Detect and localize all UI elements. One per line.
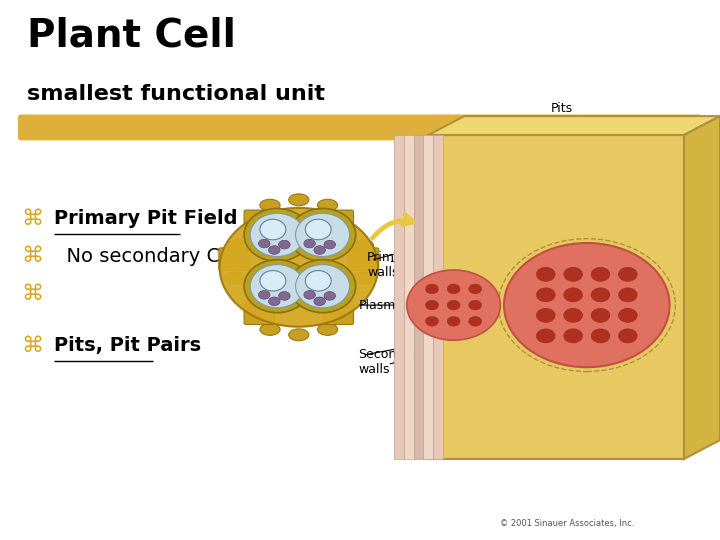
Circle shape — [447, 316, 460, 326]
Circle shape — [504, 243, 670, 367]
Circle shape — [426, 284, 438, 294]
Ellipse shape — [289, 260, 356, 313]
Ellipse shape — [224, 272, 244, 284]
FancyBboxPatch shape — [323, 210, 354, 233]
Circle shape — [447, 300, 460, 310]
FancyBboxPatch shape — [244, 210, 274, 233]
Text: No secondary CW: No secondary CW — [54, 247, 239, 266]
FancyBboxPatch shape — [414, 135, 424, 459]
Circle shape — [469, 300, 482, 310]
Circle shape — [618, 308, 637, 322]
Ellipse shape — [244, 260, 310, 313]
Circle shape — [564, 288, 582, 302]
Circle shape — [279, 240, 290, 249]
Text: Plasmodesmata: Plasmodesmata — [359, 299, 459, 312]
Text: ⌘: ⌘ — [22, 246, 44, 267]
Circle shape — [536, 288, 555, 302]
FancyArrowPatch shape — [372, 214, 413, 238]
Circle shape — [304, 239, 315, 248]
Text: ⌘: ⌘ — [22, 284, 44, 305]
Circle shape — [536, 267, 555, 281]
Ellipse shape — [260, 323, 280, 335]
Polygon shape — [428, 116, 720, 135]
Ellipse shape — [260, 271, 286, 291]
Text: Plant Cell: Plant Cell — [27, 16, 236, 54]
Circle shape — [314, 297, 325, 306]
Circle shape — [564, 308, 582, 322]
Ellipse shape — [318, 199, 338, 211]
Circle shape — [324, 240, 336, 249]
Ellipse shape — [305, 219, 331, 240]
Ellipse shape — [296, 213, 350, 256]
Ellipse shape — [354, 240, 374, 252]
Circle shape — [314, 246, 325, 254]
Circle shape — [618, 267, 637, 281]
Ellipse shape — [318, 323, 338, 335]
Circle shape — [564, 267, 582, 281]
Ellipse shape — [251, 265, 304, 308]
Circle shape — [426, 316, 438, 326]
Ellipse shape — [260, 199, 280, 211]
FancyBboxPatch shape — [244, 302, 274, 325]
Ellipse shape — [305, 271, 331, 291]
Circle shape — [591, 308, 610, 322]
FancyBboxPatch shape — [423, 135, 433, 459]
Circle shape — [279, 292, 290, 300]
Circle shape — [426, 300, 438, 310]
Ellipse shape — [289, 194, 309, 206]
Circle shape — [269, 297, 280, 306]
FancyBboxPatch shape — [18, 114, 702, 140]
Circle shape — [591, 329, 610, 343]
FancyBboxPatch shape — [428, 135, 684, 459]
Circle shape — [618, 329, 637, 343]
Ellipse shape — [228, 240, 248, 252]
FancyBboxPatch shape — [394, 135, 404, 459]
Ellipse shape — [260, 219, 286, 240]
Circle shape — [618, 288, 637, 302]
Ellipse shape — [251, 213, 304, 256]
Circle shape — [536, 329, 555, 343]
FancyBboxPatch shape — [404, 135, 414, 459]
Text: smallest functional unit: smallest functional unit — [27, 84, 325, 104]
Circle shape — [591, 288, 610, 302]
FancyBboxPatch shape — [323, 302, 354, 325]
FancyBboxPatch shape — [219, 248, 249, 271]
Text: Primary
walls: Primary walls — [367, 251, 415, 279]
Circle shape — [447, 284, 460, 294]
Ellipse shape — [220, 208, 378, 327]
Text: Secondary
walls: Secondary walls — [359, 348, 425, 376]
Circle shape — [536, 308, 555, 322]
Circle shape — [591, 267, 610, 281]
Circle shape — [269, 246, 280, 254]
FancyBboxPatch shape — [348, 248, 379, 271]
Ellipse shape — [289, 329, 309, 341]
Ellipse shape — [244, 208, 310, 261]
Circle shape — [469, 284, 482, 294]
Polygon shape — [684, 116, 720, 459]
Ellipse shape — [354, 272, 374, 284]
Text: Primary Pit Field -: Primary Pit Field - — [54, 209, 252, 228]
Circle shape — [407, 270, 500, 340]
Text: ⌘: ⌘ — [22, 335, 44, 356]
Text: © 2001 Sinauer Associates, Inc.: © 2001 Sinauer Associates, Inc. — [500, 519, 635, 528]
Circle shape — [564, 329, 582, 343]
Ellipse shape — [296, 265, 350, 308]
Circle shape — [258, 291, 270, 299]
Circle shape — [324, 292, 336, 300]
Circle shape — [258, 239, 270, 248]
Circle shape — [469, 316, 482, 326]
Circle shape — [304, 291, 315, 299]
Ellipse shape — [289, 208, 356, 261]
Text: Pits: Pits — [551, 102, 573, 114]
Text: Pits, Pit Pairs: Pits, Pit Pairs — [54, 336, 201, 355]
Text: ⌘: ⌘ — [22, 208, 44, 229]
FancyBboxPatch shape — [433, 135, 443, 459]
